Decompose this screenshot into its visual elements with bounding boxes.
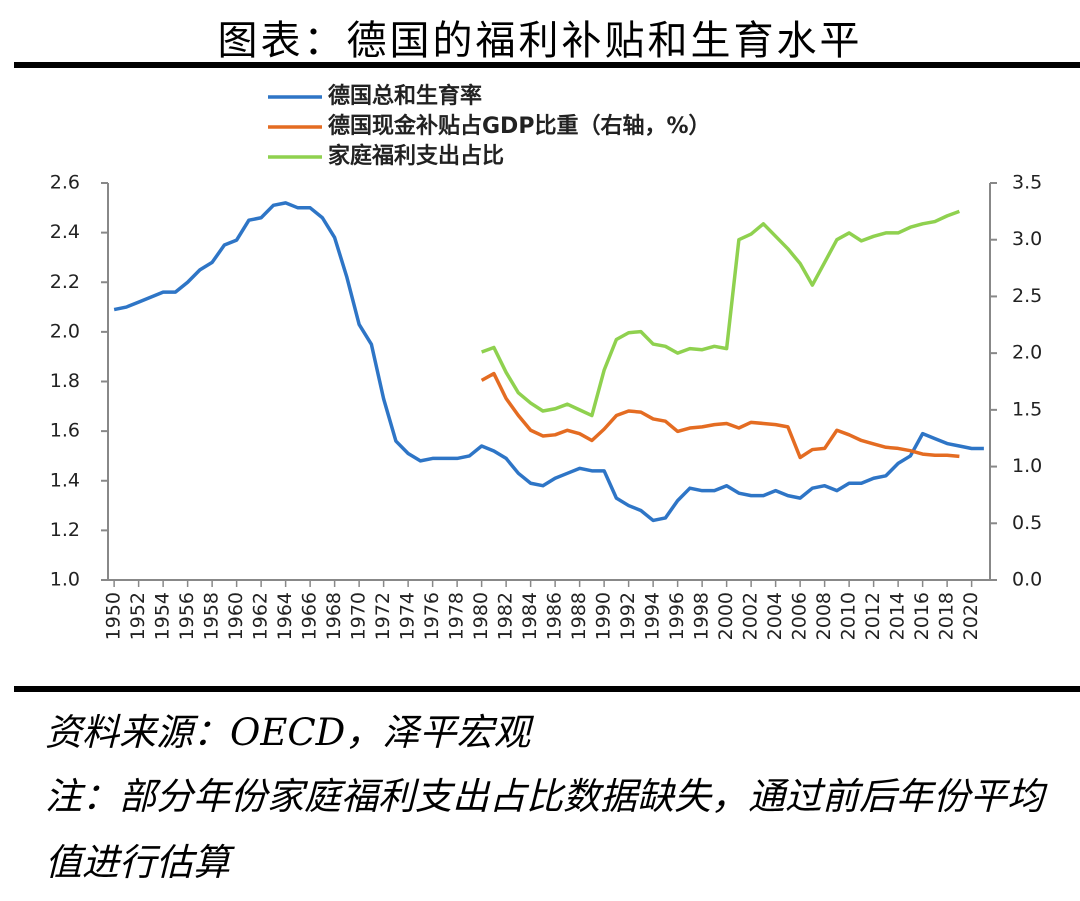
x-tick-label: 2020 — [960, 592, 982, 640]
y-tick-label: 1.2 — [50, 519, 80, 541]
x-tick-label: 1972 — [372, 592, 394, 640]
x-tick-label: 1980 — [470, 592, 492, 640]
y2-tick-label: 3.0 — [1012, 228, 1042, 250]
y-tick-label: 1.6 — [50, 420, 80, 442]
x-tick-label: 2018 — [936, 592, 958, 640]
x-tick-label: 1950 — [103, 592, 125, 640]
note: 注：部分年份家庭福利支出占比数据缺失，通过前后年份平均值进行估算 — [45, 775, 1044, 884]
title: 图表：德国的福利补贴和生育水平 — [217, 18, 863, 64]
x-tick-label: 2000 — [715, 592, 737, 640]
x-tick-label: 1974 — [397, 592, 419, 640]
y2-tick-label: 0.5 — [1012, 512, 1042, 534]
series-line — [481, 209, 960, 418]
x-tick-label: 1976 — [421, 592, 443, 640]
x-tick-label: 2010 — [838, 592, 860, 640]
x-tick-label: 1988 — [568, 592, 590, 640]
x-tick-label: 1982 — [495, 592, 517, 640]
y2-tick-label: 1.5 — [1012, 398, 1042, 420]
x-tick-label: 1960 — [225, 592, 247, 640]
x-tick-label: 1984 — [519, 592, 541, 640]
source: 资料来源：OECD，泽平宏观 — [45, 711, 531, 754]
y-tick-label: 2.2 — [50, 271, 80, 293]
x-tick-label: 2002 — [740, 592, 762, 640]
top-rule — [14, 62, 1080, 68]
x-tick-label: 1978 — [446, 592, 468, 640]
x-tick-label: 1962 — [250, 592, 272, 640]
x-tick-label: 1986 — [544, 592, 566, 640]
legend-label: 家庭福利支出占比 — [328, 143, 504, 169]
x-tick-label: 1958 — [201, 592, 223, 640]
x-tick-label: 2012 — [862, 592, 884, 640]
legend-label: 德国现金补贴占GDP比重（右轴，%） — [328, 113, 711, 139]
x-tick-label: 1956 — [176, 592, 198, 640]
x-tick-label: 2004 — [764, 592, 786, 640]
y2-tick-label: 1.0 — [1012, 455, 1042, 477]
x-tick-label: 1952 — [127, 592, 149, 640]
y2-tick-label: 0.0 — [1012, 569, 1042, 591]
x-tick-label: 1966 — [299, 592, 321, 640]
x-tick-label: 2008 — [813, 592, 835, 640]
y2-tick-label: 3.5 — [1012, 172, 1042, 194]
x-tick-label: 2016 — [911, 592, 933, 640]
y-tick-label: 2.4 — [50, 221, 80, 243]
bottom-rule — [14, 686, 1080, 692]
y-tick-label: 1.8 — [50, 370, 80, 392]
legend-label: 德国总和生育率 — [328, 83, 482, 109]
x-tick-label: 1996 — [666, 592, 688, 640]
x-tick-label: 2006 — [789, 592, 811, 640]
x-tick-label: 1964 — [274, 592, 296, 640]
x-tick-label: 1992 — [617, 592, 639, 640]
series-line — [113, 201, 984, 523]
x-tick-label: 1994 — [642, 592, 664, 640]
y2-tick-label: 2.0 — [1012, 342, 1042, 364]
y2-tick-label: 2.5 — [1012, 285, 1042, 307]
x-tick-label: 1970 — [348, 592, 370, 640]
x-tick-label: 1990 — [593, 592, 615, 640]
series-line — [480, 371, 960, 460]
y-tick-label: 1.4 — [50, 469, 80, 491]
x-tick-label: 2014 — [887, 592, 909, 640]
y-tick-label: 2.6 — [50, 172, 80, 194]
x-tick-label: 1954 — [152, 592, 174, 640]
y-tick-label: 1.0 — [50, 569, 80, 591]
x-tick-label: 1998 — [691, 592, 713, 640]
x-tick-label: 1968 — [323, 592, 345, 640]
y-tick-label: 2.0 — [50, 320, 80, 342]
